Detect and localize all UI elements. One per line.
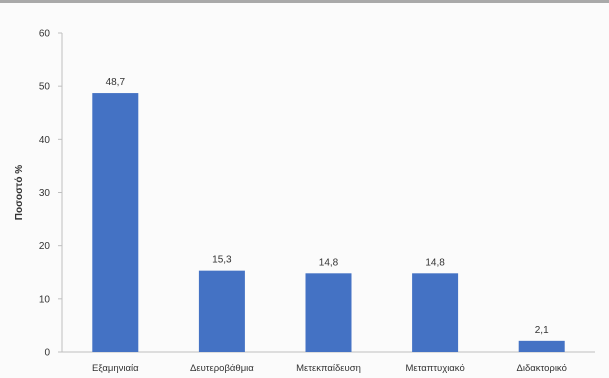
y-tick-label: 60 — [39, 29, 51, 40]
bar — [92, 93, 139, 352]
data-label: 14,8 — [425, 257, 445, 268]
y-tick-label: 20 — [39, 241, 51, 252]
y-tick-label: 50 — [39, 82, 51, 93]
y-tick-label: 40 — [39, 135, 51, 146]
top-border — [0, 0, 609, 3]
bars — [92, 93, 565, 352]
data-label: 15,3 — [212, 255, 232, 266]
category-label: Δευτεροβάθμια — [190, 363, 254, 374]
y-tick-label: 10 — [39, 294, 51, 305]
category-labels: Εξαμηνιαία Δευτεροβάθμια Μετεκπαίδευση Μετα… — [92, 363, 567, 374]
bar — [518, 340, 565, 352]
category-label: Μετεκπαίδευση — [296, 363, 361, 374]
bar — [198, 270, 245, 352]
y-tick-label: 0 — [44, 348, 50, 359]
data-label: 2,1 — [535, 325, 549, 336]
y-axis-label: Ποσοστό % — [14, 165, 25, 220]
y-tick-label: 30 — [39, 188, 51, 199]
y-axis-ticks: 0 10 20 30 40 50 60 — [39, 29, 62, 359]
data-label: 14,8 — [319, 257, 339, 268]
data-labels: 48,7 15,3 14,8 14,8 2,1 — [106, 77, 550, 336]
category-label: Διδακτορικό — [517, 363, 567, 374]
bar — [412, 273, 459, 352]
category-label: Μεταπτυχιακό — [405, 363, 464, 374]
bar — [305, 273, 352, 352]
data-label: 48,7 — [106, 77, 126, 88]
category-label: Εξαμηνιαία — [92, 363, 139, 374]
